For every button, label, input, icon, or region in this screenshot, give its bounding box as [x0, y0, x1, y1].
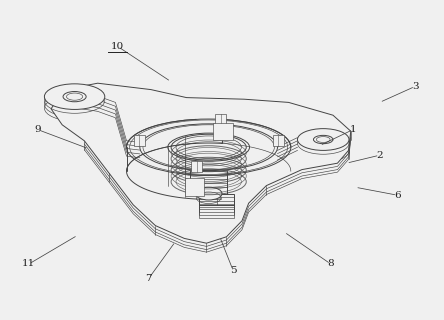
- Text: 6: 6: [394, 191, 400, 200]
- Polygon shape: [273, 135, 284, 146]
- Polygon shape: [134, 135, 145, 146]
- Polygon shape: [215, 114, 226, 125]
- Ellipse shape: [297, 129, 349, 150]
- Polygon shape: [191, 161, 202, 172]
- Text: 3: 3: [412, 82, 418, 91]
- Text: 9: 9: [35, 125, 41, 134]
- Text: 10: 10: [111, 42, 124, 51]
- Text: 1: 1: [350, 125, 356, 134]
- Text: 7: 7: [146, 274, 152, 283]
- Text: 8: 8: [328, 260, 334, 268]
- Text: 2: 2: [377, 151, 383, 160]
- Ellipse shape: [63, 92, 86, 102]
- Ellipse shape: [44, 84, 105, 109]
- Polygon shape: [185, 178, 204, 196]
- Text: 5: 5: [230, 266, 236, 275]
- Polygon shape: [213, 123, 233, 140]
- Ellipse shape: [313, 135, 333, 144]
- Polygon shape: [51, 83, 351, 243]
- Text: 11: 11: [22, 260, 36, 268]
- Polygon shape: [199, 194, 234, 205]
- Ellipse shape: [195, 187, 222, 200]
